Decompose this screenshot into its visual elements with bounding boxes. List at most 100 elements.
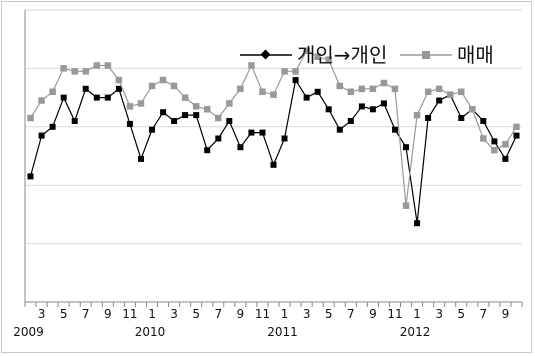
x-tick-label: 7 [480, 307, 488, 321]
x-tick-label: 9 [502, 307, 510, 321]
data-point [325, 106, 332, 113]
data-point [347, 88, 355, 95]
data-point [38, 97, 45, 104]
data-point [215, 114, 222, 122]
legend: 개인→개인 매매 [240, 43, 494, 67]
data-point [71, 68, 78, 75]
data-point [314, 88, 321, 95]
series-layer [27, 47, 520, 227]
data-point [160, 109, 167, 116]
data-point [436, 97, 443, 104]
data-point [303, 94, 310, 101]
year-label: 2011 [267, 325, 298, 339]
data-point [192, 103, 200, 110]
data-point [347, 118, 354, 124]
series-line [29, 78, 518, 224]
data-point [458, 88, 465, 95]
data-point [314, 53, 321, 60]
data-point [27, 173, 34, 180]
data-point [491, 138, 498, 145]
data-point [137, 100, 145, 107]
legend-marker-매매 [422, 51, 430, 59]
x-tick-label: 1 [148, 307, 156, 321]
data-point [181, 94, 189, 101]
data-point [513, 132, 520, 139]
data-point [336, 126, 343, 133]
data-point [204, 106, 211, 113]
year-label: 2009 [13, 325, 44, 339]
x-tick-label: 3 [303, 307, 311, 321]
data-point [60, 65, 67, 72]
data-point [104, 94, 111, 101]
data-point [248, 129, 255, 136]
data-point [82, 68, 89, 75]
data-point [149, 126, 155, 133]
data-point [126, 103, 134, 110]
data-point [115, 76, 123, 84]
data-point [193, 112, 200, 119]
x-tick-label: 11 [255, 307, 270, 321]
data-point [159, 76, 167, 84]
data-point [49, 88, 56, 95]
x-tick-label: 3 [435, 307, 443, 321]
data-point [270, 161, 277, 168]
series-maemae [27, 47, 520, 209]
data-point [148, 82, 156, 90]
x-tick-label: 7 [82, 307, 90, 321]
x-tick-label: 11 [122, 307, 137, 321]
data-point [336, 82, 343, 90]
x-tick-label: 9 [237, 307, 245, 321]
data-point [358, 103, 365, 110]
data-point [391, 85, 399, 93]
data-point [447, 91, 454, 98]
data-point [82, 85, 89, 92]
data-point [480, 118, 487, 124]
data-point [435, 85, 443, 93]
data-point [38, 132, 45, 139]
series-line [29, 50, 518, 206]
data-point [303, 47, 310, 55]
legend-marker-개인-개인 [260, 49, 271, 60]
data-point [380, 100, 387, 107]
data-point [369, 85, 377, 93]
gridlines [25, 9, 522, 245]
data-point [27, 114, 34, 122]
data-point [93, 62, 100, 69]
data-point [237, 85, 244, 93]
data-point [491, 146, 498, 154]
data-point [104, 62, 112, 69]
data-point [170, 82, 178, 90]
data-point [380, 79, 388, 87]
x-tick-label: 5 [192, 307, 200, 321]
data-point [502, 155, 509, 162]
data-point [60, 94, 67, 101]
data-point [237, 144, 244, 151]
data-point [502, 141, 509, 148]
year-label: 2012 [400, 325, 431, 339]
x-tick-label: 1 [281, 307, 289, 321]
data-point [513, 123, 520, 131]
data-point [369, 106, 376, 113]
x-tick-label: 5 [457, 307, 465, 321]
year-label: 2010 [135, 325, 166, 339]
data-point [403, 144, 409, 151]
x-tick-label: 5 [60, 307, 68, 321]
axes [24, 10, 522, 303]
data-point [115, 85, 122, 92]
data-point [281, 135, 288, 142]
data-point [358, 85, 366, 93]
data-point [93, 94, 100, 101]
x-tick-label: 9 [104, 307, 112, 321]
data-point [259, 88, 266, 95]
data-point [292, 68, 299, 75]
data-point [281, 68, 288, 75]
x-tick-label: 9 [369, 307, 377, 321]
data-point [182, 112, 189, 119]
data-point [424, 88, 432, 95]
data-point [71, 118, 78, 124]
x-tick-label: 7 [214, 307, 222, 321]
data-point [270, 91, 277, 98]
data-point [49, 123, 56, 130]
